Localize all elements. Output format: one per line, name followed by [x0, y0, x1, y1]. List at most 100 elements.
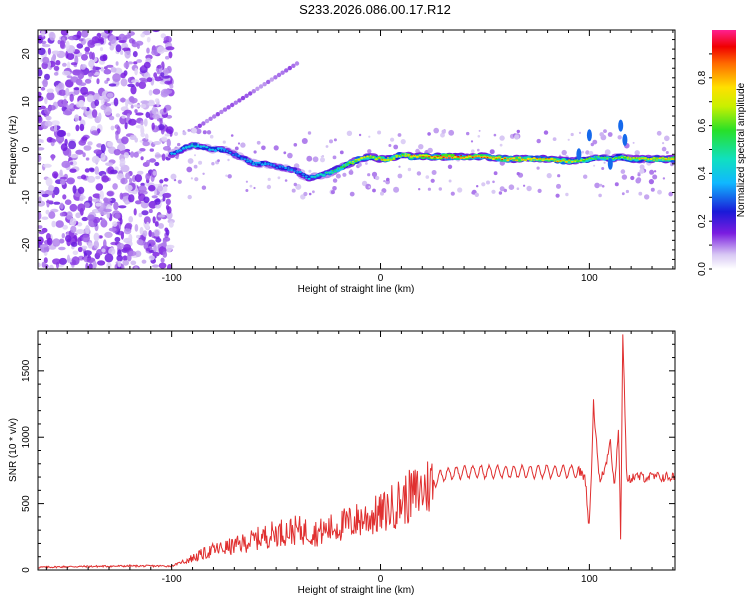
noise-speck	[38, 225, 43, 229]
noise-speck	[516, 187, 520, 190]
noise-speck	[92, 260, 97, 269]
noise-speck	[523, 184, 526, 187]
ridge-cell	[175, 150, 180, 153]
noise-speck	[493, 133, 497, 137]
ridge-cell	[191, 143, 194, 145]
ridge-cell	[251, 163, 256, 166]
noise-speck	[88, 59, 95, 68]
ridge-cell	[185, 148, 188, 150]
noise-speck	[98, 112, 102, 121]
noise-speck	[117, 260, 122, 268]
noise-speck	[227, 158, 230, 162]
ridge-cell	[594, 158, 598, 160]
noise-speck	[152, 264, 159, 268]
noise-speck	[291, 63, 296, 68]
ridge-cell	[173, 153, 176, 155]
noise-speck	[160, 33, 166, 39]
ridge-cell	[348, 162, 352, 165]
noise-speck	[516, 172, 520, 176]
ridge-cell	[383, 159, 387, 162]
noise-speck	[104, 30, 113, 34]
noise-speck	[123, 61, 130, 69]
noise-speck	[128, 194, 135, 203]
ridge-cell	[213, 149, 218, 152]
ridge-cell	[222, 148, 226, 151]
noise-speck	[159, 179, 164, 184]
ridge-cell	[463, 156, 465, 158]
noise-speck	[83, 145, 92, 151]
noise-speck	[134, 266, 138, 269]
noise-speck	[135, 124, 144, 129]
ridge-cell	[208, 148, 212, 151]
ridge-cell	[296, 170, 299, 172]
ridge-cell	[507, 158, 509, 160]
noise-speck	[599, 183, 603, 187]
noise-speck	[601, 185, 605, 188]
noise-speck	[66, 254, 71, 263]
noise-speck	[620, 169, 626, 174]
noise-speck	[66, 148, 72, 158]
ridge-cell	[621, 156, 623, 158]
snr-series-line	[38, 334, 675, 569]
noise-speck	[377, 130, 382, 135]
noise-speck	[101, 218, 106, 225]
noise-speck	[556, 183, 561, 189]
noise-speck	[240, 95, 246, 101]
noise-speck	[106, 64, 114, 68]
ridge-cell	[170, 152, 174, 155]
noise-speck	[603, 161, 606, 164]
noise-speck	[140, 132, 146, 138]
noise-speck	[139, 226, 144, 236]
noise-speck	[143, 61, 151, 69]
ridge-cell	[381, 158, 384, 160]
ridge-cell	[447, 155, 451, 158]
noise-speck	[621, 192, 625, 196]
noise-speck	[477, 148, 480, 152]
ridge-cell	[311, 175, 313, 177]
y-tick-label: 20	[21, 48, 32, 60]
noise-speck	[61, 233, 65, 239]
noise-speck	[427, 132, 431, 136]
noise-speck	[133, 104, 141, 108]
y-tick-label: -10	[21, 190, 32, 205]
noise-speck	[644, 194, 650, 200]
noise-speck	[365, 183, 372, 190]
ridge-cell	[576, 160, 580, 163]
noise-speck	[124, 122, 128, 130]
noise-speck	[53, 72, 59, 76]
noise-speck	[433, 127, 440, 134]
noise-speck	[44, 120, 53, 127]
noise-speck	[581, 150, 585, 154]
noise-speck	[109, 45, 115, 51]
ridge-cell	[410, 155, 413, 157]
noise-speck	[186, 166, 193, 173]
ridge-cell	[375, 158, 378, 160]
noise-speck	[76, 30, 82, 39]
ridge-cell	[515, 159, 518, 161]
noise-speck	[100, 143, 106, 153]
noise-speck	[120, 72, 126, 79]
noise-speck	[153, 72, 158, 78]
noise-speck	[567, 138, 570, 141]
noise-speck	[87, 242, 93, 249]
ridge-cell	[284, 167, 287, 169]
noise-speck	[245, 180, 248, 183]
noise-speck	[303, 191, 308, 197]
noise-speck	[222, 140, 226, 144]
noise-speck	[69, 168, 77, 173]
noise-speck	[154, 204, 161, 209]
noise-speck	[62, 194, 67, 200]
noise-speck	[358, 133, 362, 137]
noise-speck	[38, 153, 41, 162]
ridge-cell	[378, 157, 381, 159]
ridge-cell	[664, 159, 667, 161]
noise-speck	[173, 178, 177, 182]
ridge-cell	[659, 157, 661, 159]
noise-speck	[599, 132, 604, 137]
noise-speck	[61, 160, 71, 168]
ridge-cell	[333, 170, 337, 173]
noise-speck	[134, 109, 138, 114]
ridge-cell	[641, 158, 644, 160]
noise-speck	[133, 208, 137, 216]
noise-speck	[125, 99, 129, 108]
